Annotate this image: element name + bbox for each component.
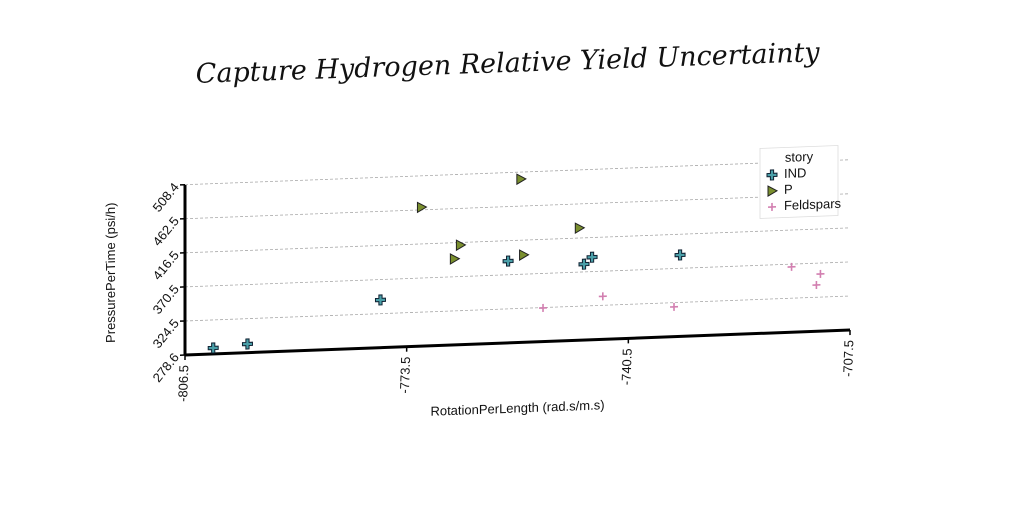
grid-line	[185, 193, 850, 220]
x-tick-label: -806.5	[175, 365, 191, 402]
legend-label: Feldspars	[784, 196, 842, 213]
point	[455, 239, 467, 252]
point	[787, 262, 796, 271]
point	[812, 280, 821, 290]
point	[816, 269, 825, 278]
point	[241, 338, 253, 350]
point	[598, 292, 607, 301]
point	[416, 201, 428, 214]
x-axis-label: RotationPerLength (rad.s/m.s)	[430, 397, 604, 419]
point	[374, 294, 386, 306]
x-tick-label: -707.5	[840, 340, 856, 377]
legend-box	[759, 145, 839, 219]
y-tick-label: 416.5	[150, 248, 182, 283]
x-tick-label: -773.5	[397, 357, 413, 394]
legend-marker	[766, 169, 778, 181]
point	[674, 249, 686, 261]
y-tick-label: 324.5	[150, 316, 182, 351]
legend-label: P	[784, 182, 793, 197]
point	[574, 222, 586, 235]
chart-title: Capture Hydrogen Relative Yield Uncertai…	[195, 37, 821, 90]
point	[449, 253, 461, 265]
legend-title: story	[785, 149, 814, 165]
point	[670, 302, 679, 311]
point	[539, 303, 548, 312]
legend-label: IND	[784, 165, 806, 181]
x-tick-label: -740.5	[618, 348, 634, 385]
x-axis	[185, 328, 850, 357]
y-tick-label: 462.5	[150, 214, 182, 249]
point	[516, 173, 527, 186]
y-tick-label: 370.5	[150, 282, 182, 317]
grid-line	[185, 295, 850, 322]
y-axis-label: PressurePerTime (psi/h)	[103, 202, 118, 343]
grid-line	[185, 227, 850, 254]
grid-line	[185, 159, 850, 186]
point	[586, 251, 598, 263]
grid-line	[185, 261, 850, 288]
legend-marker	[768, 202, 776, 211]
legend-marker	[767, 185, 779, 197]
point	[519, 249, 530, 261]
point	[578, 258, 590, 270]
point	[207, 342, 219, 354]
y-tick-label: 508.4	[150, 180, 182, 215]
point	[502, 255, 514, 267]
